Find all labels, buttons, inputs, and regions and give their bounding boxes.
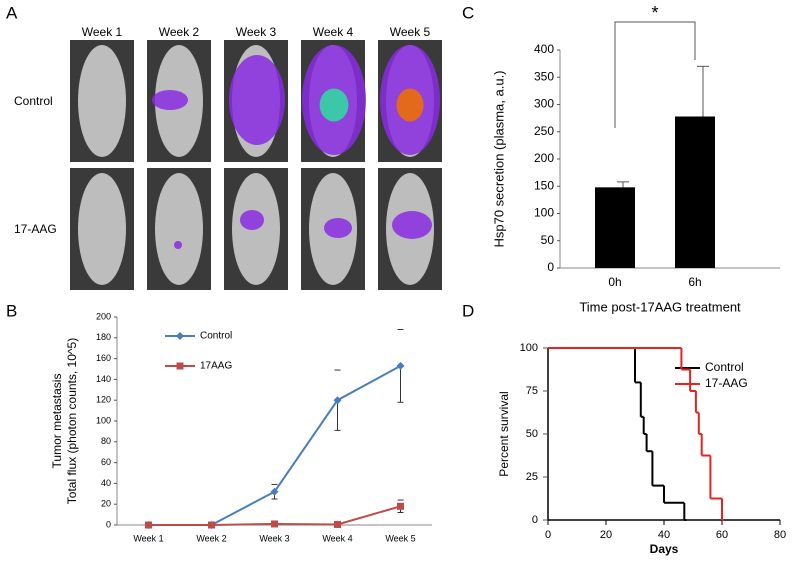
bar [675,116,715,269]
y-tick-label: 100 [96,415,111,425]
panel-label: A [6,3,18,22]
y-axis-label: Total flux (photon counts, 10^5) [65,338,79,504]
marker [397,502,404,510]
y-tick-label: 200 [96,311,111,321]
mouse-body [155,173,203,285]
signal [174,241,182,249]
signal [152,90,188,110]
signal [229,55,285,145]
y-tick-label: 0 [106,519,111,529]
column-label: Week 1 [82,25,123,39]
marker [208,521,215,529]
y-tick-label: 200 [534,151,554,165]
marker [396,361,405,370]
y-tick-label: 350 [534,69,554,83]
x-tick-label: 40 [658,529,670,541]
y-tick-label: 160 [96,353,111,363]
x-axis-label: Days [650,542,679,556]
series-line [148,365,401,526]
y-tick-label: 20 [101,499,111,509]
row-label: Control [14,94,53,108]
y-tick-label: 25 [526,471,538,483]
x-tick-label: 0h [608,275,621,289]
y-axis-label: Hsp70 secretion (plasma, a.u.) [491,70,506,247]
y-tick-label: 100 [520,342,538,354]
signal [240,210,264,230]
bar [595,187,635,268]
y-tick-label: 50 [541,233,555,247]
legend-label: 17-AAG [705,376,748,390]
signal-hot [396,88,424,122]
y-tick-label: 300 [534,97,554,111]
marker [334,520,341,528]
x-tick-label: 80 [774,529,786,541]
panel-label: D [462,301,474,320]
y-tick-label: 400 [534,42,554,56]
y-tick-label: 60 [101,457,111,467]
legend-label: Control [200,331,232,342]
x-tick-label: 6h [688,275,701,289]
x-tick-label: Week 4 [322,533,352,543]
mouse-body [78,173,126,285]
signal [324,218,352,238]
y-tick-label: 0 [532,514,538,526]
marker [270,487,279,496]
x-tick-label: Week 5 [385,533,415,543]
column-label: Week 5 [390,25,431,39]
y-tick-label: 250 [534,124,554,138]
x-tick-label: Week 3 [259,533,289,543]
marker [271,520,278,528]
y-axis-label: Tumor metastasis [50,374,64,469]
legend-label: 17AAG [200,361,232,372]
column-label: Week 3 [236,25,277,39]
legend-marker [176,332,184,340]
panel-label: B [6,301,17,320]
y-tick-label: 150 [534,178,554,192]
y-tick-label: 80 [101,436,111,446]
y-tick-label: 0 [547,260,554,274]
y-axis-label: Percent survival [497,391,511,476]
legend-label: Control [705,360,744,374]
y-tick-label: 100 [534,206,554,220]
y-tick-label: 140 [96,374,111,384]
signal-hot [319,88,349,122]
y-tick-label: 40 [101,478,111,488]
x-tick-label: Week 2 [196,533,226,543]
annotation: * [651,3,658,23]
mouse-body [78,45,126,157]
y-tick-label: 50 [526,428,538,440]
row-label: 17-AAG [14,222,57,236]
x-tick-label: 20 [600,529,612,541]
column-label: Week 2 [159,25,200,39]
y-tick-label: 75 [526,385,538,397]
panel-label: C [462,3,474,22]
marker [145,521,152,529]
x-tick-label: Week 1 [133,533,163,543]
y-tick-label: 120 [96,395,111,405]
column-label: Week 4 [313,25,354,39]
marker [333,396,342,405]
signal [392,211,432,239]
significance-bracket [614,21,696,128]
y-tick-label: 180 [96,332,111,342]
x-axis-label: Time post-17AAG treatment [579,299,741,314]
legend-marker [176,362,184,370]
x-tick-label: 0 [545,529,551,541]
x-tick-label: 60 [716,529,728,541]
